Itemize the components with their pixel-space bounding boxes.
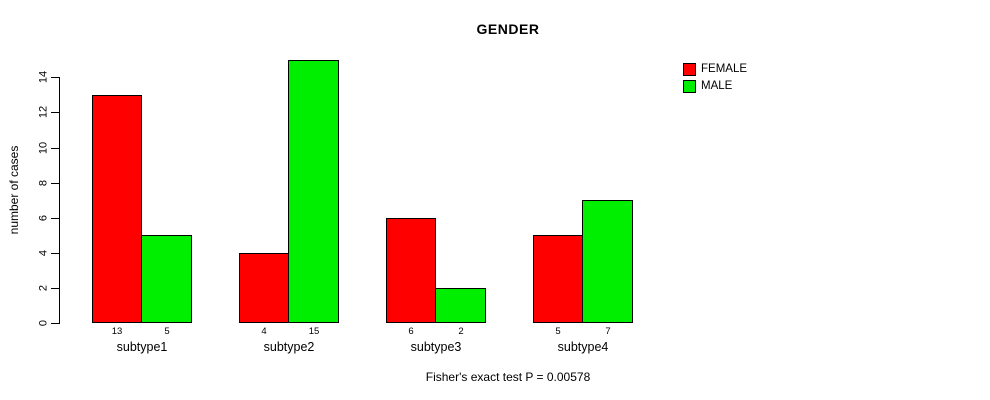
bar-value-label: 13 [111,326,123,337]
x-category-label-subtype1: subtype1 [116,340,168,354]
y-tick-mark [51,218,59,219]
y-tick-label: 10 [37,141,50,155]
bar-value-label: 15 [308,326,320,337]
y-tick-label: 0 [37,319,50,327]
bar-female-subtype3 [386,218,436,323]
bar-male-subtype1 [141,235,192,323]
bar-male-subtype3 [435,288,486,323]
y-tick-label: 4 [37,249,50,257]
bar-value-label: 5 [555,326,561,337]
y-tick-mark [51,288,59,289]
y-tick-mark [51,77,59,78]
x-category-label-subtype4: subtype4 [557,340,609,354]
caption-fishers-test: Fisher's exact test P = 0.00578 [425,370,591,384]
bar-female-subtype2 [239,253,289,323]
x-category-label-subtype3: subtype3 [410,340,462,354]
legend-label-male: MALE [701,80,733,92]
bar-value-label: 7 [605,326,611,337]
bar-male-subtype4 [582,200,633,323]
bar-male-subtype2 [288,60,339,323]
x-category-label-subtype2: subtype2 [263,340,315,354]
y-tick-mark [51,148,59,149]
y-tick-label: 2 [37,284,50,292]
legend-swatch-male [683,80,696,93]
y-tick-mark [51,183,59,184]
y-tick-mark [51,323,59,324]
legend-swatch-female [683,63,696,76]
y-axis-label: number of cases [7,145,21,235]
y-tick-mark [51,253,59,254]
legend-label-female: FEMALE [701,63,748,75]
y-tick-label: 6 [37,214,50,222]
y-tick-label: 8 [37,179,50,187]
bar-female-subtype4 [533,235,583,323]
bar-value-label: 4 [261,326,267,337]
y-tick-mark [51,112,59,113]
y-tick-label: 14 [37,70,50,84]
bar-value-label: 5 [164,326,170,337]
y-tick-label: 12 [37,105,50,119]
bar-female-subtype1 [92,95,142,323]
bar-value-label: 6 [408,326,414,337]
chart-title: GENDER [476,21,540,37]
y-axis-line [59,77,60,324]
bar-value-label: 2 [458,326,464,337]
